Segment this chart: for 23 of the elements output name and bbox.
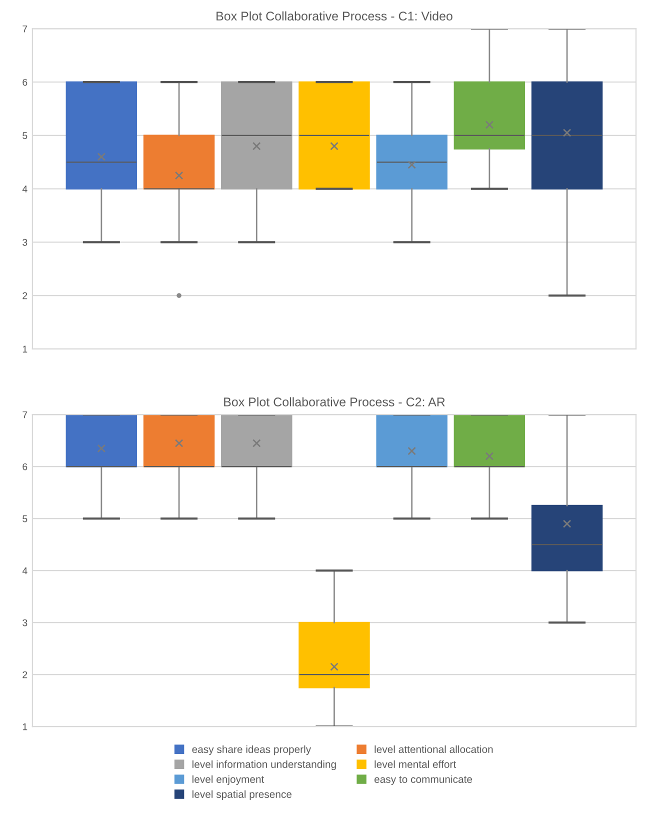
y-tick-label: 1 <box>22 723 28 730</box>
legend-label: level attentional allocation <box>374 745 493 754</box>
y-tick-label: 3 <box>22 619 28 626</box>
legend-label: level information understanding <box>192 760 336 770</box>
y-tick-label: 6 <box>22 78 28 86</box>
legend-label: level spatial presence <box>192 790 292 800</box>
y-tick-label: 5 <box>22 515 28 522</box>
y-tick-label: 3 <box>22 238 28 246</box>
legend-label: easy share ideas properly <box>192 745 312 756</box>
legend-label: level mental effort <box>374 760 456 768</box>
y-tick-label: 4 <box>22 186 28 192</box>
y-tick-label: 6 <box>22 463 28 470</box>
legend-label: level enjoyment <box>192 775 264 786</box>
chart-title: Box Plot Collaborative Process - C1: Video <box>216 11 452 21</box>
y-tick-label: 5 <box>22 132 28 140</box>
y-tick-label: 7 <box>22 411 28 418</box>
y-tick-label: 2 <box>22 671 28 678</box>
y-tick-label: 4 <box>22 567 28 574</box>
y-tick-label: 2 <box>22 292 28 300</box>
y-tick-label: 1 <box>22 346 28 352</box>
chart-title: Box Plot Collaborative Process - C2: AR <box>224 397 445 406</box>
y-tick-label: 7 <box>22 26 28 32</box>
legend-label: easy to communicate <box>374 775 472 786</box>
